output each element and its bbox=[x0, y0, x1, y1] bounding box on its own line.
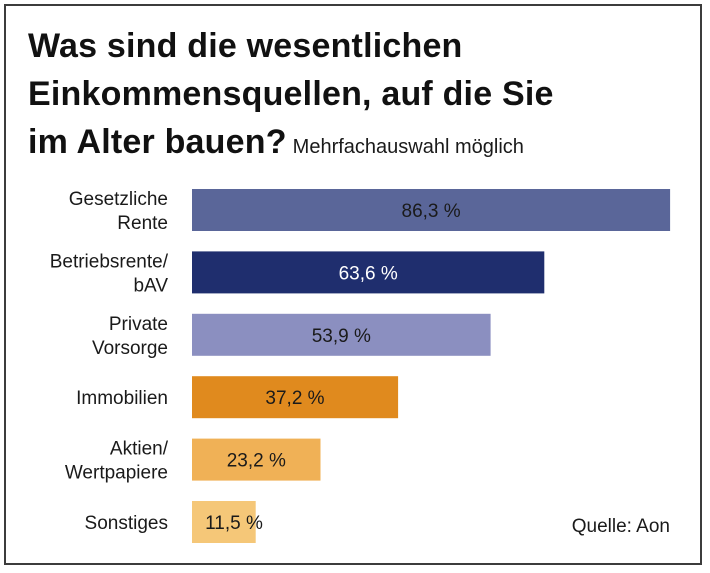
category-label-3: Private Vorsorge bbox=[92, 314, 168, 359]
category-label-6: Sonstiges bbox=[85, 513, 168, 534]
title-line-2: Einkommensquellen, auf die Sie bbox=[28, 75, 554, 113]
category-label-2: Betriebsrente/bAV bbox=[50, 251, 169, 296]
bar-4 bbox=[192, 376, 399, 419]
category-label-5: Aktien/Wertpapiere bbox=[65, 439, 169, 484]
bar-6 bbox=[192, 501, 256, 543]
category-label-4: Immobilien bbox=[76, 388, 168, 409]
value-label-1: 86,3 % bbox=[402, 201, 461, 222]
bar-3 bbox=[192, 313, 491, 356]
bar-5 bbox=[192, 438, 321, 481]
chart-title: Was sind die wesentlichen Einkommensquel… bbox=[28, 22, 688, 171]
value-label-6: 11,5 % bbox=[205, 513, 263, 534]
bar-1 bbox=[192, 189, 671, 231]
category-label-1: Gesetzliche Rente bbox=[69, 189, 168, 234]
value-label-3: 53,9 % bbox=[312, 326, 371, 347]
value-label-5: 23,2 % bbox=[227, 451, 286, 472]
value-label-2: 63,6 % bbox=[339, 263, 398, 284]
value-label-4: 37,2 % bbox=[265, 388, 324, 409]
source-note: Quelle: Aon bbox=[571, 516, 670, 537]
title-line-3: im Alter bauen? Mehrfachauswahl möglich bbox=[28, 118, 688, 171]
title-line-1: Was sind die wesentlichen bbox=[28, 27, 463, 65]
title-line-3-text: im Alter bauen? bbox=[28, 123, 287, 161]
chart-subtitle: Mehrfachauswahl möglich bbox=[292, 136, 524, 158]
bar-2 bbox=[192, 251, 545, 294]
